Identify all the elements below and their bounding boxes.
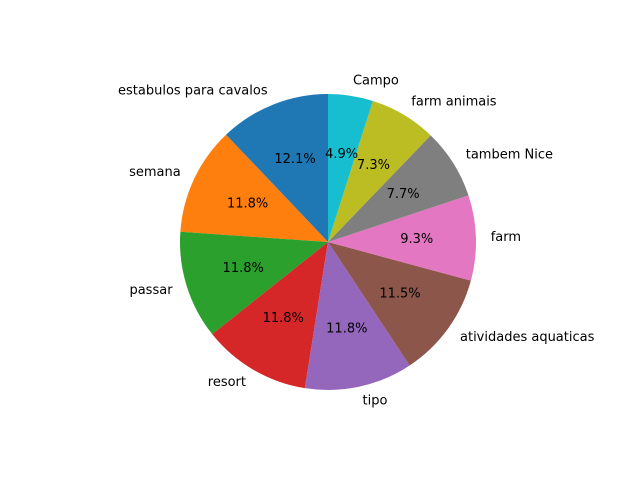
slice-campo	[328, 94, 373, 242]
percent-labels: 12.1% 11.8% 11.8% 11.8% 11.8% 11.5% 9.3% 7.7% 7.…	[223, 147, 434, 337]
slice-tipo	[304, 242, 410, 390]
slice-atividades-aquaticas	[328, 242, 471, 366]
pct-label-resort: 11.8%	[263, 311, 304, 326]
slice-label-campo: Campo	[353, 74, 399, 89]
pct-label-farm-animais: 7.3%	[357, 158, 390, 173]
slice-label-resort: resort	[208, 375, 246, 390]
slice-label-farm-animais: farm animais	[411, 95, 497, 110]
pct-label-campo: 4.9%	[325, 147, 358, 162]
pct-label-tambem-nice: 7.7%	[387, 187, 420, 202]
pct-label-estabulos-para-cavalos: 12.1%	[274, 152, 315, 167]
pct-label-tipo: 11.8%	[326, 321, 367, 336]
pct-label-farm: 9.3%	[400, 232, 433, 247]
pct-label-passar: 11.8%	[223, 261, 264, 276]
slice-label-tipo: tipo	[363, 394, 388, 409]
slice-label-atividades-aquaticas: atividades aquaticas	[460, 330, 595, 345]
slice-label-farm: farm	[491, 230, 521, 245]
slice-farm-animais	[328, 100, 431, 242]
slice-resort	[212, 242, 328, 389]
slice-label-semana: semana	[129, 165, 181, 180]
slice-estabulos-para-cavalos	[226, 94, 328, 242]
slice-label-estabulos-para-cavalos: estabulos para cavalos	[118, 83, 268, 98]
pie-slices	[179, 94, 476, 390]
slice-tambem-nice	[328, 135, 469, 242]
slice-semana	[180, 134, 328, 242]
slice-farm	[328, 195, 476, 281]
slice-labels: estabulos para cavalos semana passar resort…	[118, 74, 595, 409]
pct-label-semana: 11.8%	[227, 197, 268, 212]
pct-label-atividades-aquaticas: 11.5%	[379, 286, 420, 301]
slice-label-passar: passar	[129, 283, 173, 298]
slice-passar	[179, 231, 328, 335]
slice-label-tambem-nice: tambem Nice	[466, 148, 553, 163]
